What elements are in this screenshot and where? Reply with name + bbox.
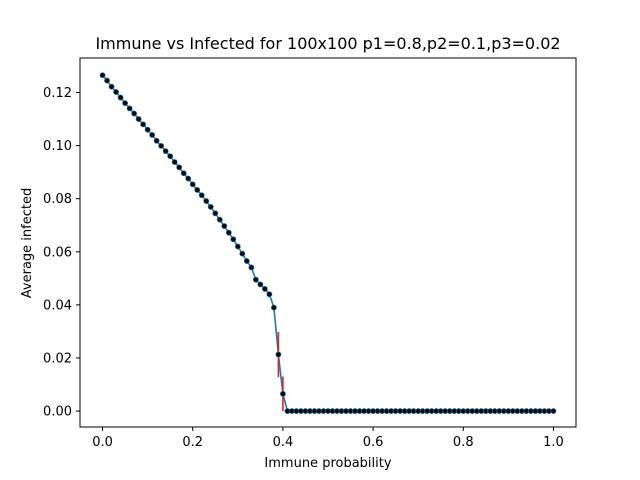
data-point [158, 142, 165, 149]
data-point [162, 148, 169, 155]
data-point [266, 291, 273, 298]
data-point [135, 116, 142, 122]
x-tick-label: 0.6 [363, 435, 384, 450]
data-point [550, 408, 557, 414]
data-point [239, 250, 246, 257]
series-layer [99, 72, 557, 414]
data-point [216, 216, 223, 223]
y-tick-label: 0.04 [43, 298, 72, 313]
y-tick-label: 0.02 [43, 351, 72, 366]
data-point [252, 276, 259, 283]
data-point [275, 351, 282, 358]
y-tick-label: 0.00 [43, 405, 72, 420]
x-tick-label: 0.2 [182, 435, 203, 450]
x-tick-label: 0.0 [92, 435, 113, 450]
data-point [149, 132, 156, 138]
data-point [198, 192, 205, 199]
data-point [194, 187, 201, 193]
data-point [248, 264, 255, 271]
data-point [117, 94, 124, 101]
x-tick-label: 0.8 [453, 435, 474, 450]
data-point [221, 223, 228, 229]
y-axis-label: Average infected [20, 188, 35, 298]
data-point [108, 83, 115, 90]
data-point [280, 390, 286, 397]
data-point [122, 100, 128, 107]
data-point [243, 258, 250, 264]
data-point [176, 164, 183, 171]
data-point [113, 89, 119, 95]
data-point [230, 236, 237, 243]
data-point [185, 175, 192, 182]
plot-area [79, 57, 577, 428]
data-point [180, 170, 187, 177]
x-tick-label: 1.0 [543, 435, 564, 450]
data-point [207, 204, 214, 210]
data-point [225, 229, 232, 236]
x-axis-label: Immune probability [264, 456, 391, 471]
data-point [171, 159, 178, 165]
y-tick-label: 0.06 [43, 245, 72, 260]
axes-frame [79, 57, 577, 428]
data-point [270, 304, 277, 311]
y-tick-label: 0.08 [43, 192, 72, 207]
y-axis-ticks: 0.00 0.02 0.04 0.06 0.08 0.10 0.12 [43, 86, 80, 420]
data-point [261, 286, 268, 292]
data-point [212, 210, 219, 217]
chart-title: Immune vs Infected for 100x100 p1=0.8,p2… [95, 34, 560, 53]
data-point [203, 198, 210, 204]
x-axis-ticks: 0.0 0.2 0.4 0.6 0.8 1.0 [92, 427, 564, 450]
data-point [140, 121, 147, 128]
data-point [257, 281, 264, 288]
y-tick-label: 0.12 [43, 86, 72, 101]
data-point [167, 153, 174, 160]
data-point [131, 110, 138, 117]
x-tick-label: 0.4 [273, 435, 294, 450]
data-point [126, 105, 133, 112]
data-point [99, 72, 106, 79]
y-tick-label: 0.10 [43, 139, 72, 154]
data-point [104, 77, 110, 84]
data-point [234, 243, 241, 250]
data-point [144, 126, 151, 133]
data-point [189, 181, 196, 188]
data-point [153, 137, 160, 144]
